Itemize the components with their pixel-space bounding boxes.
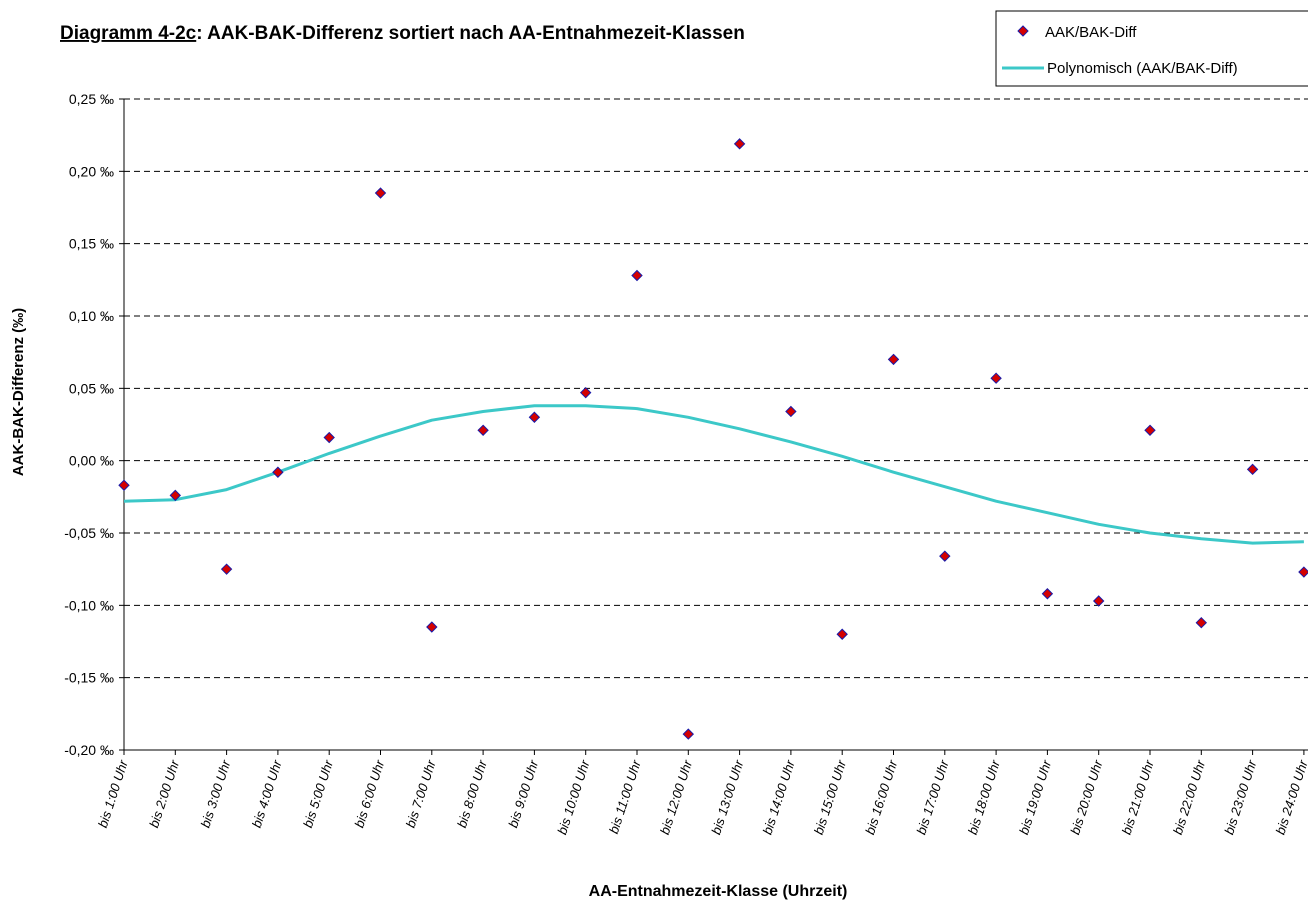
data-point (836, 628, 848, 640)
data-point (1246, 463, 1259, 476)
x-tick-label: bis 12:00 Uhr (657, 758, 695, 837)
data-point (118, 479, 130, 491)
legend-marker-diamond-icon (1017, 25, 1029, 37)
data-point (477, 424, 489, 436)
x-tick-label: bis 2:00 Uhr (146, 758, 182, 830)
chart-title-prefix: Diagramm 4-2c (60, 23, 197, 44)
y-tick-label: 0,05 ‰ (69, 380, 114, 396)
x-tick-label: bis 8:00 Uhr (454, 758, 490, 830)
chart-title-rest: : AAK-BAK-Differenz sortiert nach AA-Ent… (196, 23, 745, 44)
x-tick-label: bis 6:00 Uhr (351, 758, 387, 830)
y-tick-label: 0,10 ‰ (69, 308, 114, 324)
legend: AAK/BAK-Diff Polynomisch (AAK/BAK-Diff) (995, 10, 1308, 87)
x-tick-label: bis 23:00 Uhr (1221, 758, 1259, 837)
data-point (528, 411, 541, 423)
data-point (785, 405, 797, 418)
data-point (426, 621, 438, 633)
data-point (1298, 566, 1308, 578)
x-tick-label: bis 20:00 Uhr (1067, 758, 1105, 837)
y-tick-labels: 0,25 ‰ 0,20 ‰ 0,15 ‰ 0,10 ‰ 0,05 ‰ 0,00 ‰ -0,0… (64, 91, 114, 758)
x-tick-label: bis 4:00 Uhr (249, 758, 285, 830)
data-point (939, 550, 951, 562)
points-series (118, 138, 1308, 740)
y-tick-label: 0,25 ‰ (69, 91, 114, 107)
x-tick-label: bis 16:00 Uhr (862, 758, 900, 837)
x-tick-label: bis 10:00 Uhr (554, 758, 592, 837)
x-tick-label: bis 19:00 Uhr (1016, 758, 1054, 837)
data-point (1092, 595, 1105, 607)
x-tick-labels: bis 1:00 Uhr bis 2:00 Uhr bis 3:00 Uhr bis … (95, 758, 1308, 837)
data-point (374, 187, 387, 199)
data-point (631, 269, 643, 282)
y-tick-label: 0,00 ‰ (69, 453, 114, 469)
data-point (579, 386, 592, 399)
data-point (1195, 616, 1208, 629)
data-point (682, 728, 695, 740)
x-tick-label: bis 24:00 Uhr (1273, 758, 1308, 837)
x-tick-label: bis 13:00 Uhr (708, 758, 746, 837)
y-tick-label: 0,20 ‰ (69, 163, 114, 179)
x-tick-label: bis 18:00 Uhr (965, 758, 1003, 837)
x-tick-label: bis 7:00 Uhr (403, 758, 439, 830)
data-point (1144, 424, 1156, 436)
x-tick-label: bis 14:00 Uhr (760, 758, 798, 837)
x-axis-title: AA-Entnahmezeit-Klasse (Uhrzeit) (589, 883, 848, 900)
x-tick-label: bis 17:00 Uhr (913, 758, 951, 837)
gridlines (124, 98, 1308, 679)
trendline (123, 404, 1304, 545)
data-point (323, 431, 335, 444)
y-tick-label: -0,05 ‰ (64, 525, 114, 541)
x-tick-label: bis 21:00 Uhr (1119, 758, 1157, 837)
y-tick-label: 0,15 ‰ (69, 236, 114, 252)
data-point (887, 353, 900, 366)
legend-label-points: AAK/BAK-Diff (1045, 24, 1137, 41)
legend-label-trendline: Polynomisch (AAK/BAK-Diff) (1047, 60, 1238, 77)
x-tick-label: bis 3:00 Uhr (198, 758, 234, 830)
chart-title: Diagramm 4-2c: AAK-BAK-Differenz sortier… (60, 23, 745, 44)
y-tick-label: -0,15 ‰ (64, 670, 114, 686)
x-tick-label: bis 22:00 Uhr (1170, 758, 1208, 837)
data-point (733, 138, 746, 150)
y-tick-label: -0,20 ‰ (64, 742, 114, 758)
trendline-series (123, 404, 1304, 545)
data-point (1041, 588, 1054, 600)
legend-box (995, 10, 1308, 87)
x-tick-label: bis 5:00 Uhr (300, 758, 336, 830)
y-tick-label: -0,10 ‰ (64, 597, 114, 613)
axes (119, 98, 1308, 755)
data-point (272, 466, 284, 478)
data-point (990, 372, 1002, 384)
x-tick-label: bis 11:00 Uhr (606, 758, 644, 836)
data-point (220, 563, 233, 575)
x-tick-label: bis 1:00 Uhr (95, 758, 131, 830)
x-tick-label: bis 15:00 Uhr (811, 758, 849, 837)
x-tick-label: bis 9:00 Uhr (505, 758, 541, 830)
data-point (169, 489, 182, 502)
y-axis-title: AAK-BAK-Differenz (‰) (10, 308, 27, 476)
